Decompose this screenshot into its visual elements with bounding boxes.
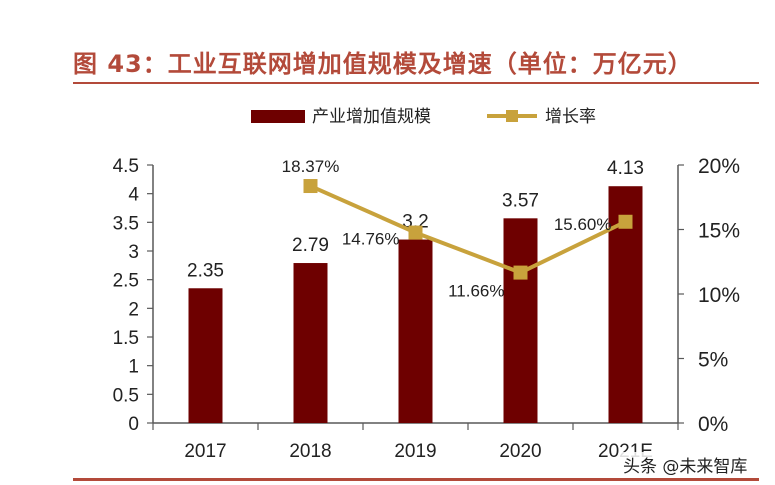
right-tick-label: 20% (698, 155, 740, 178)
figure-title: 图 43：工业互联网增加值规模及增速（单位：万亿元） (73, 50, 693, 78)
left-tick-label: 3.5 (113, 213, 139, 234)
left-tick-label: 4.5 (113, 156, 139, 177)
legend-line-marker (506, 110, 518, 122)
bar-value-label: 2.79 (292, 235, 329, 256)
bar-2018 (293, 263, 328, 423)
left-tick-label: 0 (128, 414, 139, 435)
right-tick-label: 5% (698, 349, 728, 372)
legend-bar-swatch (251, 110, 305, 123)
legend-line-label: 增长率 (545, 107, 596, 126)
legend: 产业增加值规模 增长率 (251, 107, 596, 126)
growth-value-label: 14.76% (342, 230, 400, 249)
growth-marker-2018 (303, 179, 318, 194)
bar-2020 (503, 218, 538, 423)
growth-marker-2019 (408, 225, 423, 240)
x-tick-label: 2017 (184, 441, 226, 462)
growth-marker-2020 (513, 265, 528, 280)
x-tick-label: 2019 (394, 441, 436, 462)
growth-rate-line (309, 184, 627, 275)
left-tick-label: 2 (128, 299, 139, 320)
right-tick-label: 10% (698, 284, 740, 307)
left-tick-label: 0.5 (113, 385, 139, 406)
bar-value-label: 4.13 (607, 158, 644, 179)
growth-value-label: 15.60% (554, 215, 612, 234)
bar-2017 (188, 288, 223, 423)
bottom-rule (73, 478, 759, 481)
watermark: 头条 @未来智库 (620, 452, 751, 477)
bar-value-label: 3.57 (502, 190, 539, 211)
growth-value-label: 11.66% (448, 282, 504, 301)
left-tick-label: 4 (128, 185, 139, 206)
right-tick-label: 15% (698, 220, 740, 243)
bar-2019 (398, 239, 433, 423)
title-rule (73, 82, 759, 84)
x-tick-label: 2020 (499, 441, 541, 462)
left-tick-label: 1.5 (113, 328, 139, 349)
left-tick-label: 1 (128, 357, 139, 378)
right-tick-label: 0% (698, 413, 728, 436)
legend-bar-label: 产业增加值规模 (312, 107, 431, 126)
left-tick-label: 3 (128, 242, 139, 263)
growth-value-label: 18.37% (282, 157, 340, 176)
x-tick-label: 2018 (289, 441, 331, 462)
left-tick-label: 2.5 (113, 271, 139, 292)
bar-value-label: 2.35 (187, 260, 224, 281)
growth-marker-2021E (618, 214, 633, 229)
